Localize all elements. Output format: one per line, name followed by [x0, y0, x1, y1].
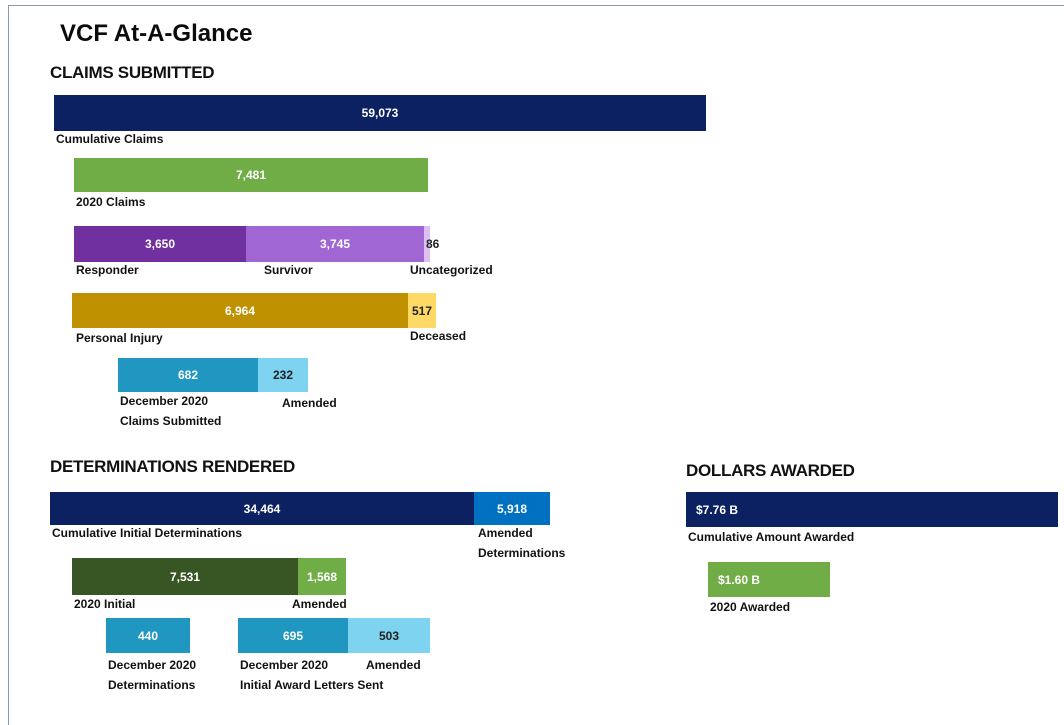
bar: 232	[258, 358, 308, 392]
caption: Amended	[366, 658, 421, 672]
bar: 1,568	[298, 558, 346, 595]
section-heading: DOLLARS AWARDED	[686, 461, 855, 480]
bar: 503	[348, 618, 430, 653]
caption: Amended	[282, 396, 337, 410]
caption: December 2020	[108, 658, 197, 672]
bar	[424, 226, 430, 262]
bar: 34,464	[50, 492, 474, 525]
caption: 2020 Awarded	[710, 600, 791, 614]
bar: 440	[106, 618, 190, 653]
bar: 682	[118, 358, 258, 392]
caption: Determinations	[478, 546, 566, 560]
caption: Cumulative Claims	[56, 132, 164, 146]
bar: $1.60 B	[708, 562, 830, 597]
section-heading: CLAIMS SUBMITTED	[50, 63, 215, 82]
section-heading: DETERMINATIONS RENDERED	[50, 457, 295, 476]
caption: Cumulative Amount Awarded	[688, 530, 855, 544]
bar: 7,481	[74, 158, 428, 192]
caption: Initial Award Letters Sent	[240, 678, 384, 692]
bar: 3,745	[246, 226, 424, 262]
caption: 2020 Initial	[74, 597, 136, 611]
caption: Claims Submitted	[120, 414, 222, 428]
caption: December 2020	[120, 394, 209, 408]
title: VCF At-A-Glance	[60, 20, 253, 47]
caption: Amended	[292, 597, 347, 611]
bar: 59,073	[54, 95, 706, 131]
caption: 2020 Claims	[76, 195, 146, 209]
caption: Responder	[76, 263, 139, 277]
bar: 5,918	[474, 492, 550, 525]
bar: 7,531	[72, 558, 298, 595]
bar-label: 86	[426, 237, 440, 251]
caption: Survivor	[264, 263, 313, 277]
bar: 695	[238, 618, 348, 653]
caption: December 2020	[240, 658, 329, 672]
bar: 6,964	[72, 293, 408, 328]
bar: 3,650	[74, 226, 246, 262]
caption: Cumulative Initial Determinations	[52, 526, 243, 540]
caption: Uncategorized	[410, 263, 493, 277]
caption: Deceased	[410, 329, 467, 343]
bar: $7.76 B	[686, 492, 1058, 527]
caption: Amended	[478, 526, 533, 540]
frame	[8, 5, 1064, 725]
caption: Personal Injury	[76, 331, 163, 345]
bar: 517	[408, 293, 436, 328]
caption: Determinations	[108, 678, 196, 692]
